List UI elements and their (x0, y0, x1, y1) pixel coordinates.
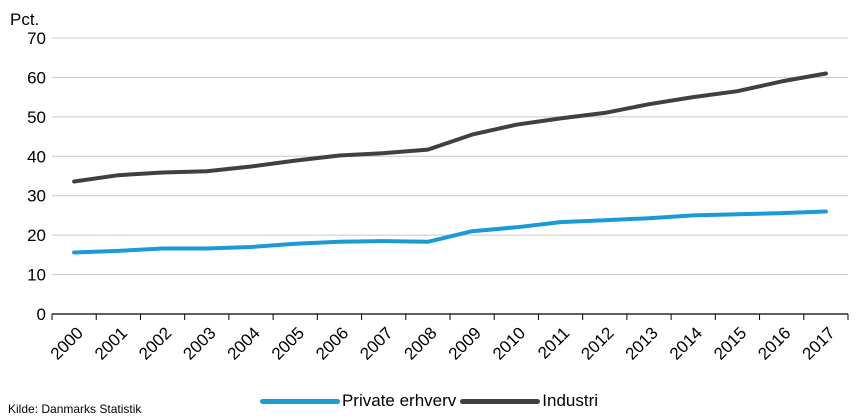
grid-lines (52, 37, 848, 276)
legend-item-industri: Industri (460, 391, 598, 411)
x-tick-label-2007: 2007 (356, 323, 396, 363)
y-tick-label-50: 50 (27, 108, 46, 127)
x-tick-label-2012: 2012 (577, 323, 617, 363)
legend-label-industri: Industri (542, 391, 599, 410)
legend: Private erhverv Industri (0, 386, 858, 416)
legend-swatch-private-erhverv (259, 398, 340, 404)
source-note: Kilde: Danmarks Statistik (8, 402, 142, 416)
x-tick-label-2005: 2005 (268, 323, 308, 363)
y-tick-label-0: 0 (37, 305, 46, 324)
series-line-private-erhverv (72, 209, 828, 255)
y-tick-label-60: 60 (27, 68, 46, 87)
x-tick-label-2009: 2009 (445, 323, 485, 363)
legend-swatch-industri (460, 398, 541, 404)
y-tick-label-70: 70 (27, 29, 46, 48)
y-tick-label-40: 40 (27, 147, 46, 166)
legend-item-private-erhverv: Private erhverv (259, 391, 457, 411)
x-tick-label-2004: 2004 (224, 323, 264, 363)
x-tick-label-2008: 2008 (401, 323, 441, 363)
y-tick-label-30: 30 (27, 187, 46, 206)
x-tick-label-2002: 2002 (135, 323, 175, 363)
x-tick-label-2015: 2015 (710, 323, 750, 363)
y-axis-label: Pct. (10, 10, 39, 29)
legend-label-private-erhverv: Private erhverv (341, 391, 457, 410)
x-tick-label-2000: 2000 (47, 323, 87, 363)
x-tick-label-2006: 2006 (312, 323, 352, 363)
y-tick-label-10: 10 (27, 266, 46, 285)
y-axis-ticks: 0 10 20 30 40 50 60 70 (27, 29, 46, 324)
x-tick-label-2016: 2016 (754, 323, 794, 363)
x-tick-label-2010: 2010 (489, 323, 529, 363)
x-tick-label-2014: 2014 (666, 323, 706, 363)
x-tick-label-2017: 2017 (799, 323, 839, 363)
x-tick-label-2011: 2011 (534, 323, 573, 362)
series-lines (72, 71, 828, 255)
x-tick-label-2001: 2001 (91, 323, 131, 363)
x-axis: 2000 2001 2002 2003 2004 2005 2006 2007 2008 2009… (47, 313, 849, 364)
series-line-industri (72, 71, 828, 184)
x-tick-label-2003: 2003 (179, 323, 219, 363)
x-tick-label-2013: 2013 (622, 323, 662, 363)
y-tick-label-20: 20 (27, 226, 46, 245)
